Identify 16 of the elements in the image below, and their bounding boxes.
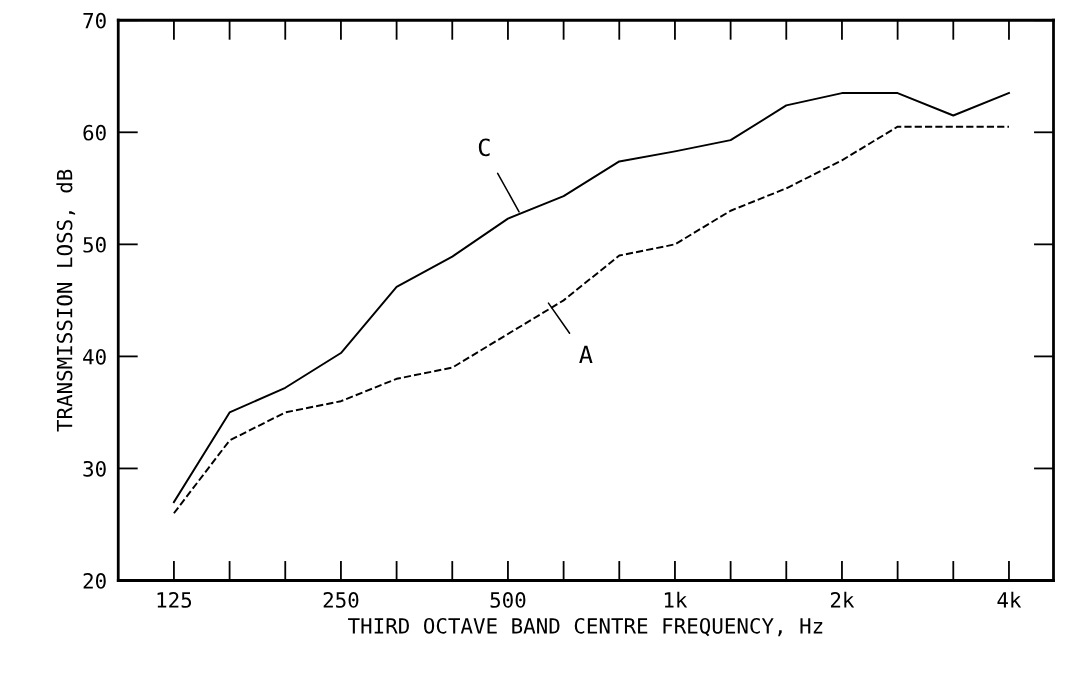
y-tick-label: 40 [83, 348, 106, 365]
y-tick-label: 50 [83, 236, 106, 253]
y-tick-label: 30 [83, 460, 106, 477]
x-tick-label: 4k [997, 591, 1022, 608]
y-tick-label: 60 [83, 124, 106, 141]
x-tick-label: 250 [323, 592, 359, 608]
x-tick-label: 500 [490, 592, 526, 608]
x-tick-label: 2k [830, 591, 855, 608]
x-tick-label: 125 [157, 592, 192, 608]
annotation: A [579, 345, 593, 363]
y-axis-title: TRANSMISSION LOSS, dB [56, 169, 76, 432]
y-tick-label: 70 [83, 12, 106, 29]
x-axis-title: THIRD OCTAVE BAND CENTRE FREQUENCY, Hz [348, 617, 823, 637]
y-tick-label: 20 [83, 573, 106, 589]
x-tick-label: 1k [664, 591, 688, 608]
annotation: C [478, 138, 490, 157]
